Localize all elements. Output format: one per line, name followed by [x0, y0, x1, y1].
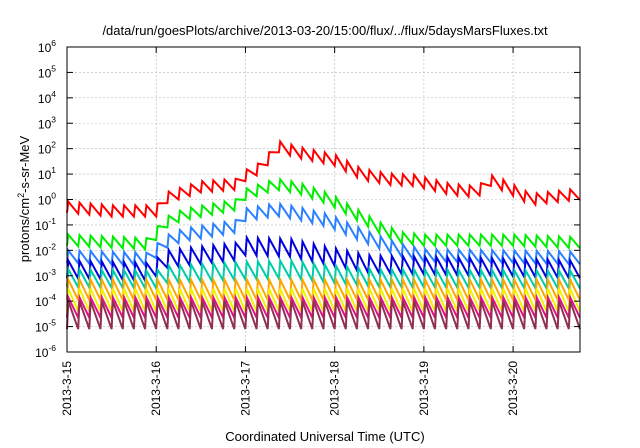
- y-tick-base: 10: [38, 143, 52, 157]
- y-tick-base: 10: [35, 321, 49, 335]
- y-axis-label: protons/cm2-s-sr-MeV: [16, 135, 32, 262]
- y-tick-exponent: 1: [51, 165, 56, 175]
- y-tick-base: 10: [38, 117, 52, 131]
- x-tick-label: 2013-3-19: [417, 361, 431, 416]
- x-tick-label: 2013-3-17: [238, 361, 252, 416]
- y-tick-exponent: -5: [48, 318, 56, 328]
- y-tick-exponent: 0: [51, 191, 56, 201]
- y-tick-exponent: 2: [51, 140, 56, 150]
- y-tick-base: 10: [38, 66, 52, 80]
- series-group: [66, 138, 581, 330]
- y-tick-exponent: 5: [51, 63, 56, 73]
- y-tick-base: 10: [35, 295, 49, 309]
- y-tick-label: 10-6: [35, 343, 56, 360]
- series-line-5: [66, 257, 581, 292]
- x-tick-label: 2013-3-15: [60, 361, 74, 416]
- y-tick-exponent: -4: [48, 292, 56, 302]
- y-tick-label: 103: [38, 114, 56, 131]
- axis-ticks: [66, 46, 580, 353]
- y-tick-labels: 10-610-510-410-310-210-11001011021031041…: [35, 38, 56, 360]
- y-tick-exponent: 6: [51, 38, 56, 48]
- y-tick-label: 10-1: [35, 216, 56, 233]
- y-tick-base: 10: [38, 92, 52, 106]
- y-tick-label: 105: [38, 63, 56, 80]
- series-line-9: [66, 300, 581, 330]
- x-tick-label: 2013-3-18: [328, 361, 342, 416]
- y-axis-label-unit-prefix: protons/cm: [17, 198, 32, 262]
- y-tick-exponent: -3: [48, 267, 56, 277]
- y-tick-exponent: -6: [48, 343, 56, 353]
- chart-title: /data/run/goesPlots/archive/2013-03-20/1…: [102, 23, 548, 38]
- y-tick-label: 101: [38, 165, 56, 182]
- y-tick-label: 10-4: [35, 292, 56, 309]
- y-tick-label: 10-5: [35, 318, 56, 335]
- y-tick-base: 10: [38, 194, 52, 208]
- y-tick-base: 10: [38, 41, 52, 55]
- series-line-4: [66, 234, 581, 285]
- x-tick-labels: 2013-3-15 2013-3-16 2013-3-17 2013-3-18 2013…: [60, 361, 520, 416]
- y-tick-label: 102: [38, 140, 56, 157]
- y-tick-exponent: -2: [48, 241, 56, 251]
- y-tick-base: 10: [38, 168, 52, 182]
- y-axis-label-unit-suffix: -s-sr-MeV: [17, 135, 32, 192]
- series-line-2: [66, 176, 581, 252]
- x-axis-label: Coordinated Universal Time (UTC): [225, 429, 424, 444]
- y-tick-label: 100: [38, 191, 56, 208]
- series-line-1: [66, 138, 581, 219]
- y-axis-label-sup: 2: [16, 193, 26, 198]
- x-tick-label: 2013-3-16: [149, 361, 163, 416]
- y-tick-base: 10: [35, 244, 49, 258]
- y-tick-exponent: -1: [48, 216, 56, 226]
- x-tick-label: 2013-3-20: [506, 361, 520, 416]
- y-tick-label: 104: [38, 89, 56, 106]
- y-tick-label: 10-2: [35, 241, 56, 258]
- y-tick-base: 10: [35, 346, 49, 360]
- y-tick-label: 10-3: [35, 267, 56, 284]
- y-tick-label: 106: [38, 38, 56, 55]
- series-line-3: [66, 201, 581, 269]
- y-tick-base: 10: [35, 270, 49, 284]
- y-tick-exponent: 3: [51, 114, 56, 124]
- y-tick-base: 10: [35, 219, 49, 233]
- y-tick-exponent: 4: [51, 89, 56, 99]
